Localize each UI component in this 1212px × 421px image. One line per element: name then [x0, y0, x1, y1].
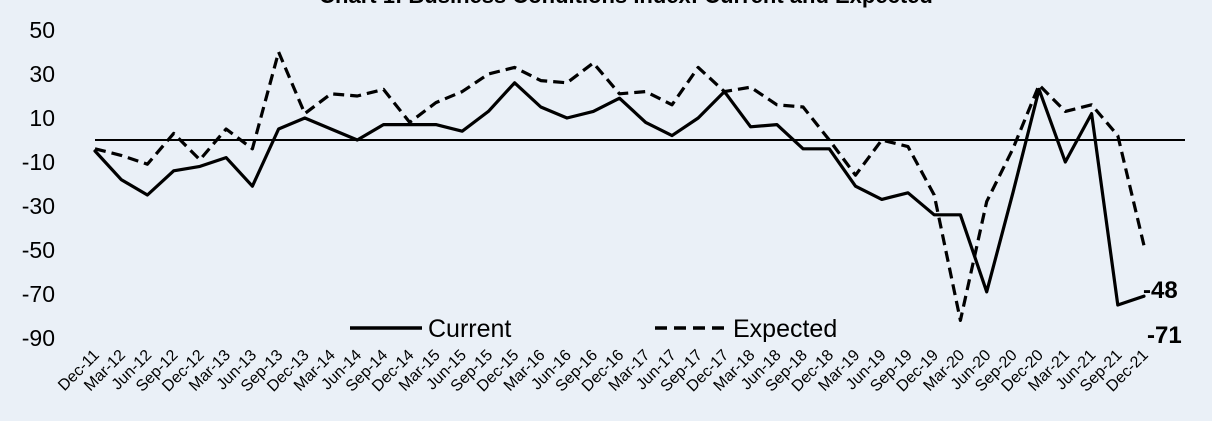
end-label-current: -71	[1147, 322, 1182, 349]
end-label-expected: -48	[1143, 277, 1178, 304]
y-tick-label: -30	[22, 193, 55, 219]
series-layer	[93, 50, 1146, 322]
x-axis: Dec-11Mar-12Jun-12Sep-12Dec-12Mar-13Jun-…	[55, 347, 1152, 396]
y-tick-label: -90	[22, 325, 55, 351]
legend-label-current: Current	[428, 315, 511, 343]
series-line-expected	[94, 50, 1146, 322]
y-tick-label: 30	[29, 61, 55, 87]
series-line-current	[93, 81, 1146, 307]
y-axis: 50 30 10 -10 -30 -50 -70 -90	[22, 17, 55, 351]
y-tick-label: -10	[22, 149, 55, 175]
y-tick-label: -50	[22, 237, 55, 263]
y-tick-label: 10	[29, 105, 55, 131]
y-tick-label: -70	[22, 281, 55, 307]
y-tick-label: 50	[29, 17, 55, 43]
chart-title: Chart 1: Business Conditions Index: Curr…	[319, 0, 933, 8]
legend: Current Expected	[350, 315, 837, 343]
legend-label-expected: Expected	[733, 315, 837, 343]
